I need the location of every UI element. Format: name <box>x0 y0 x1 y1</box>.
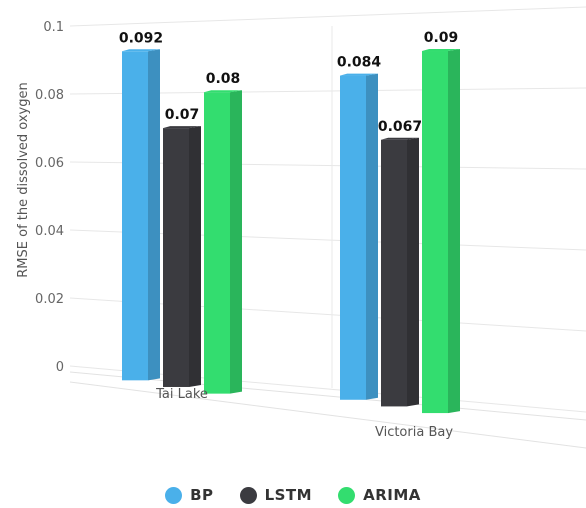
bar-lstm-victoria-bay <box>381 139 407 407</box>
bar-lstm-tai-lake <box>163 128 189 387</box>
chart-area: 0 0.02 0.04 0.06 0.08 0.1 RMSE of the dissolve… <box>16 6 586 449</box>
data-label: 0.092 <box>119 30 163 46</box>
data-label: 0.08 <box>206 71 241 87</box>
data-label: 0.067 <box>378 119 422 135</box>
legend-item-arima[interactable]: ARIMA <box>338 486 421 504</box>
bar-side-arima <box>230 90 242 394</box>
bar-top-bp <box>122 49 160 52</box>
y-tick-label: 0 <box>56 360 64 375</box>
y-tick-label: 0.04 <box>35 224 64 239</box>
legend-marker-bp <box>165 486 183 504</box>
data-label: 0.07 <box>165 107 200 123</box>
legend: BP LSTM ARIMA <box>0 482 586 508</box>
data-label: 0.09 <box>424 30 459 46</box>
bar-arima-victoria-bay <box>422 51 448 414</box>
legend-marker-arima <box>338 486 356 504</box>
bar-top-arima <box>422 49 460 52</box>
bar-side-bp <box>148 49 160 381</box>
bar-arima-tai-lake <box>204 92 230 394</box>
y-tick-label: 0.06 <box>35 156 64 171</box>
bar-top-bp <box>340 73 378 76</box>
bar-bp-victoria-bay <box>340 75 366 400</box>
legend-label-bp: BP <box>190 486 214 504</box>
legend-item-lstm[interactable]: LSTM <box>239 486 313 504</box>
bar-top-lstm <box>381 137 419 140</box>
y-tick-label: 0.1 <box>43 20 64 35</box>
data-label: 0.084 <box>337 55 382 71</box>
y-tick-label: 0.08 <box>35 88 64 103</box>
legend-label-lstm: LSTM <box>264 486 313 504</box>
y-tick-label: 0.02 <box>35 292 64 307</box>
floor-edge <box>69 381 586 449</box>
bar-side-lstm <box>407 137 419 407</box>
legend-item-bp[interactable]: BP <box>165 486 213 504</box>
x-category-label: Victoria Bay <box>375 425 453 440</box>
bar-side-lstm <box>189 126 201 387</box>
legend-marker-lstm <box>239 486 257 504</box>
bar-side-bp <box>366 73 378 400</box>
y-axis-title: RMSE of the dissolved oxygen <box>16 82 31 277</box>
gridline <box>69 6 586 27</box>
bar-top-lstm <box>163 126 201 129</box>
bar-bp-tai-lake <box>122 51 148 381</box>
floor-edge <box>69 371 586 421</box>
bar-side-arima <box>448 49 460 414</box>
bar-top-arima <box>204 90 242 93</box>
legend-label-arima: ARIMA <box>363 486 421 504</box>
x-category-label: Tai Lake <box>155 387 208 402</box>
